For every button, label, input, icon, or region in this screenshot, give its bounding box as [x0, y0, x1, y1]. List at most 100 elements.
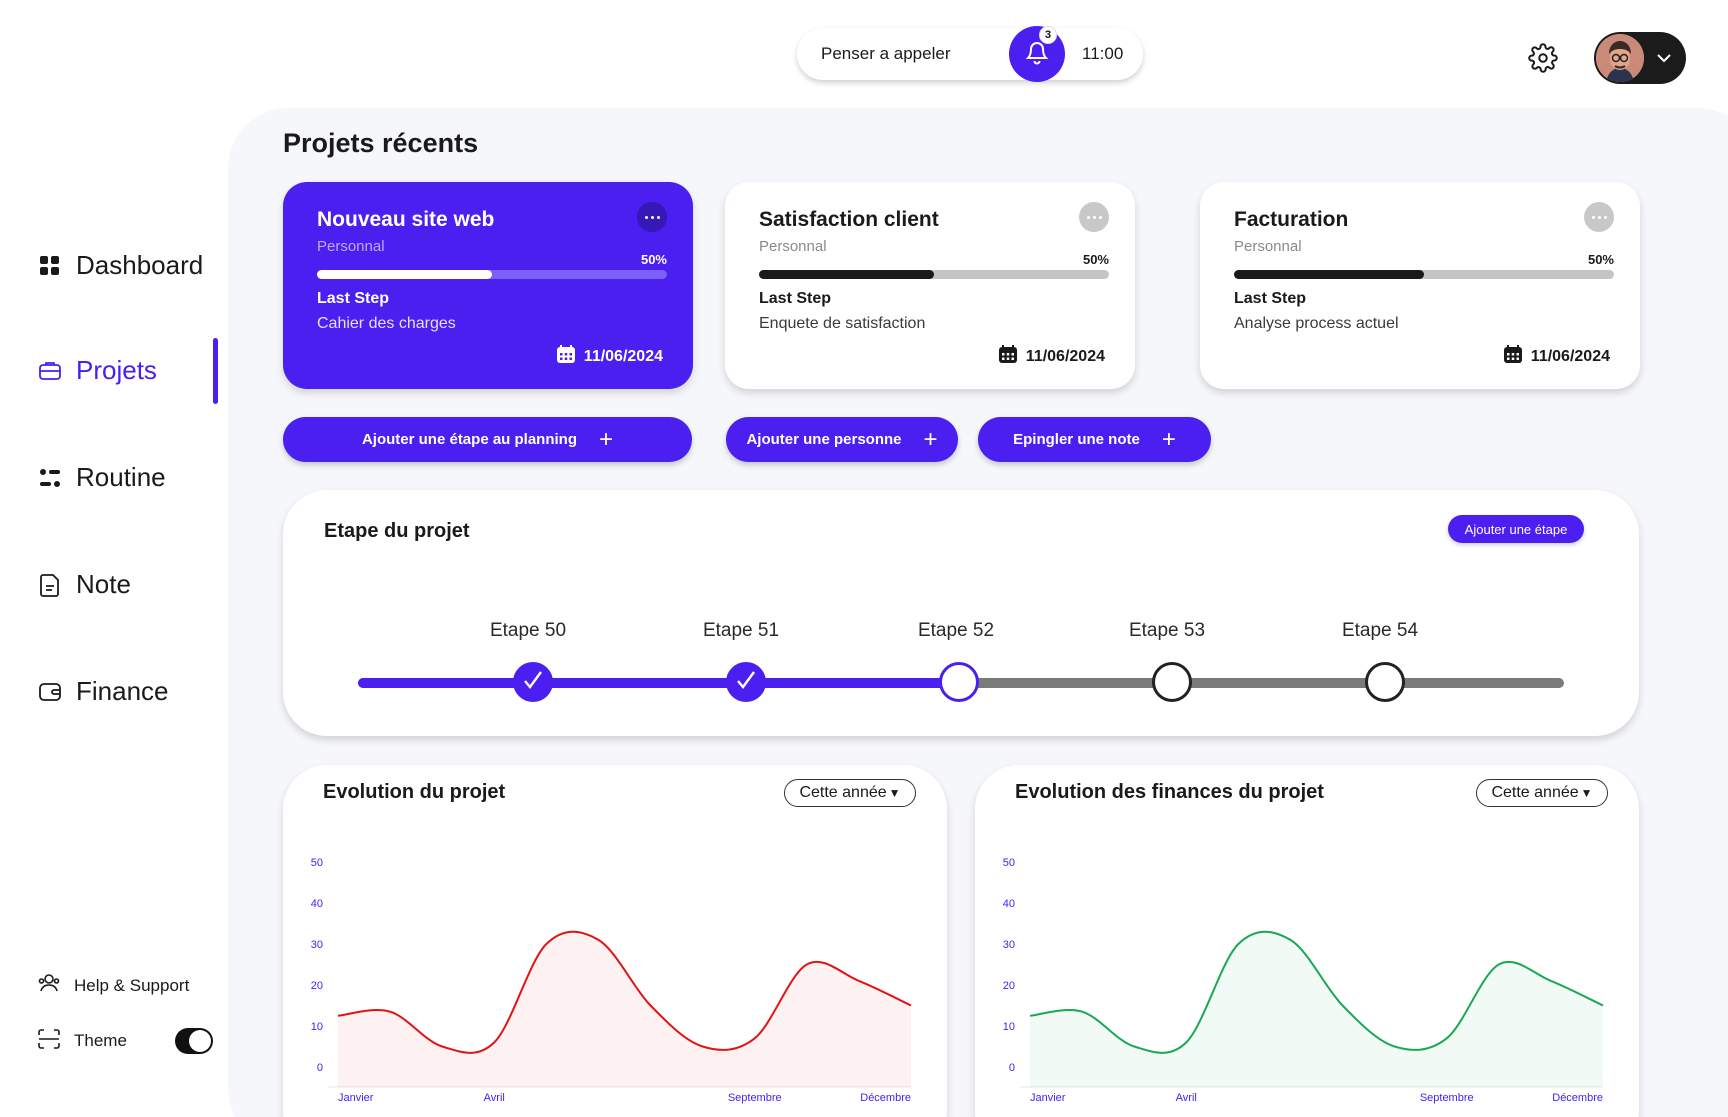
sidebar-item-label: Finance [76, 676, 169, 706]
steps-title: Etape du projet [324, 520, 470, 542]
progress-fill [317, 270, 492, 279]
x-tick-label: Septembre [728, 1092, 782, 1104]
more-options-button[interactable] [1584, 202, 1614, 232]
x-tick-label: Septembre [1420, 1092, 1474, 1104]
user-menu[interactable] [1594, 32, 1686, 84]
y-tick-label: 50 [311, 857, 323, 869]
step-node-pending[interactable] [1152, 662, 1192, 702]
check-icon [735, 669, 757, 696]
sidebar-item-label: Projets [76, 355, 157, 385]
project-title: Satisfaction client [759, 208, 939, 231]
page-title: Projets récents [283, 128, 479, 158]
caret-down-icon: ▼ [888, 786, 901, 800]
project-date: 11/06/2024 [1503, 344, 1610, 369]
wallet-icon [38, 680, 62, 704]
progress-percent: 50% [1082, 252, 1109, 267]
period-select[interactable]: Cette année ▼ [784, 779, 916, 807]
project-chart: 0 10 20 30 40 50 Janvier Avril Septembre Décembre [311, 857, 912, 1104]
check-icon [522, 669, 544, 696]
period-select-value: Cette année [799, 784, 887, 801]
plus-icon: + [1161, 425, 1176, 453]
step-label: Etape 52 [917, 620, 995, 641]
sidebar-item-projets[interactable]: Projets [38, 355, 157, 386]
active-indicator [213, 338, 218, 404]
plus-icon: + [599, 425, 614, 453]
period-select[interactable]: Cette année ▼ [1476, 779, 1608, 807]
project-category: Personnal [317, 238, 385, 255]
progress-percent: 50% [640, 252, 667, 267]
add-person-button[interactable]: Ajouter une personne + [726, 417, 958, 462]
notification-badge: 3 [1039, 26, 1057, 44]
time-display: 11:00 [1082, 44, 1124, 63]
steps-track-fill [358, 678, 963, 688]
theme-row: Theme [38, 1028, 213, 1054]
more-options-button[interactable] [1079, 202, 1109, 232]
pin-note-button[interactable]: Epingler une note + [978, 417, 1211, 462]
progress-percent: 50% [1587, 252, 1614, 267]
project-card[interactable]: Nouveau site web Personnal 50% Last Step… [283, 182, 693, 389]
sidebar: Dashboard Projets Routine Note Finance [0, 0, 220, 1117]
project-category: Personnal [1234, 238, 1302, 255]
gear-icon [1528, 43, 1558, 77]
project-title: Nouveau site web [317, 208, 495, 231]
last-step-name: Cahier des charges [317, 315, 456, 332]
y-tick-label: 50 [1003, 857, 1015, 869]
x-tick-label: Décembre [1552, 1092, 1603, 1104]
y-tick-label: 30 [1003, 939, 1015, 951]
calendar-icon [556, 344, 576, 369]
avatar [1596, 34, 1644, 82]
reminder-bar: Penser a appeler 3 11:00 [797, 26, 1143, 82]
y-tick-label: 40 [311, 898, 323, 910]
project-card[interactable]: Facturation Personnal 50% Last Step Anal… [1200, 182, 1640, 389]
reminder-text: Penser a appeler [821, 44, 951, 63]
finance-chart: 0 10 20 30 40 50 Janvier Avril Septembre Décembre [1003, 857, 1604, 1104]
project-date-text: 11/06/2024 [583, 347, 663, 365]
step-node-done[interactable] [726, 662, 766, 702]
theme-toggle[interactable] [174, 1028, 213, 1054]
help-support-link[interactable]: Help & Support [38, 973, 189, 998]
calendar-icon [1503, 344, 1523, 369]
bell-icon [1025, 39, 1049, 70]
y-tick-label: 0 [317, 1062, 323, 1074]
project-date: 11/06/2024 [556, 344, 663, 369]
y-tick-label: 20 [1003, 980, 1015, 992]
plus-icon: + [923, 425, 938, 453]
add-planning-step-button[interactable]: Ajouter une étape au planning + [283, 417, 692, 462]
sidebar-item-dashboard[interactable]: Dashboard [38, 250, 203, 281]
chevron-down-icon [1654, 48, 1674, 73]
step-label: Etape 50 [489, 620, 567, 641]
more-options-button[interactable] [637, 202, 667, 232]
chart-title: Evolution des finances du projet [1015, 781, 1324, 803]
theme-icon [38, 1028, 60, 1054]
sidebar-item-note[interactable]: Note [38, 569, 131, 600]
y-tick-label: 0 [1009, 1062, 1015, 1074]
last-step-name: Enquete de satisfaction [759, 315, 926, 332]
add-person-label: Ajouter une personne [746, 431, 902, 448]
project-card[interactable]: Satisfaction client Personnal 50% Last S… [725, 182, 1135, 389]
theme-label: Theme [74, 1031, 127, 1050]
add-step-button[interactable]: Ajouter une étape [1448, 515, 1584, 543]
last-step-label: Last Step [317, 290, 390, 307]
series-line [1029, 930, 1604, 1054]
sidebar-item-finance[interactable]: Finance [38, 676, 169, 707]
progress-fill [759, 270, 934, 279]
sidebar-item-routine[interactable]: Routine [38, 462, 166, 493]
project-date-text: 11/06/2024 [1025, 347, 1105, 365]
step-node-done[interactable] [513, 662, 553, 702]
y-tick-label: 10 [1003, 1021, 1015, 1033]
pin-note-label: Epingler une note [1013, 431, 1140, 448]
step-node-current[interactable] [939, 662, 979, 702]
series-area [1030, 931, 1603, 1087]
x-tick-label: Janvier [1030, 1092, 1066, 1104]
project-date-text: 11/06/2024 [1530, 347, 1610, 365]
project-date: 11/06/2024 [998, 344, 1105, 369]
x-tick-label: Janvier [338, 1092, 374, 1104]
step-label: Etape 51 [702, 620, 780, 641]
note-icon [38, 573, 62, 597]
x-tick-label: Avril [1176, 1092, 1197, 1104]
series-line [337, 930, 912, 1054]
step-node-pending[interactable] [1365, 662, 1405, 702]
chart-title: Evolution du projet [323, 781, 506, 803]
settings-button[interactable] [1528, 43, 1558, 73]
